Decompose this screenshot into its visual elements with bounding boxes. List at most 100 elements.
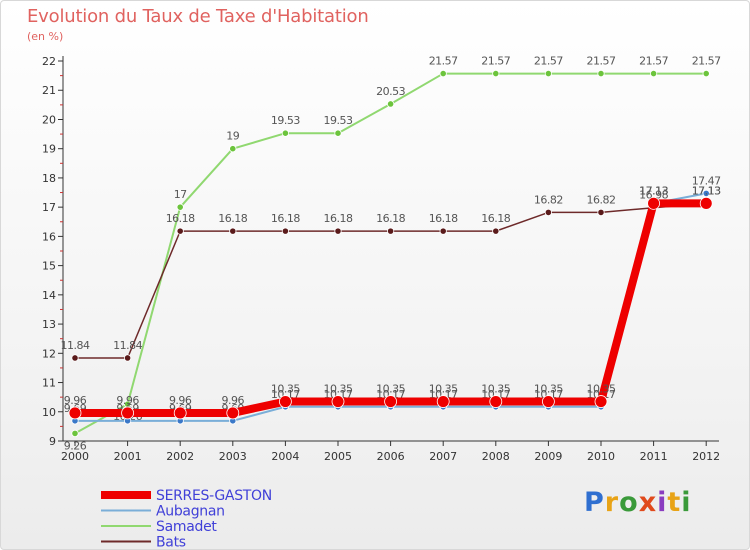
brand-logo-letter: x [638, 487, 658, 518]
data-point-serres-gaston [226, 406, 240, 420]
series-samadet: 9.2610.26171919.5319.5320.5321.5721.5721… [64, 55, 722, 453]
legend-label-bats: Bats [156, 535, 186, 550]
data-point-samadet [71, 429, 79, 437]
data-label-serres-gaston: 10.35 [429, 383, 458, 396]
x-tick-label: 2005 [324, 450, 352, 463]
y-tick-label: 22 [42, 55, 56, 68]
data-point-serres-gaston [173, 406, 187, 420]
y-tick-label: 18 [42, 172, 56, 185]
data-label-bats: 16.98 [639, 189, 668, 202]
data-point-samadet [281, 129, 289, 137]
data-label-bats: 16.18 [166, 212, 195, 225]
data-point-samadet [229, 145, 237, 153]
data-label-serres-gaston: 10.35 [271, 383, 300, 396]
data-label-samadet: 21.57 [587, 55, 616, 68]
legend-label-samadet: Samadet [156, 519, 217, 535]
brand-logo-letter: i [681, 487, 692, 518]
y-tick-label: 15 [42, 260, 56, 273]
y-tick-label: 20 [42, 113, 56, 126]
x-tick-label: 2012 [692, 450, 720, 463]
data-label-samadet: 19 [226, 130, 239, 143]
data-point-bats [176, 227, 184, 235]
data-point-serres-gaston [331, 395, 345, 408]
data-label-bats: 16.18 [376, 212, 405, 225]
data-point-serres-gaston [542, 395, 555, 408]
x-tick-label: 2004 [271, 450, 299, 463]
data-label-bats: 11.84 [61, 339, 90, 352]
y-tick-label: 14 [42, 289, 56, 302]
data-point-bats [229, 227, 237, 235]
data-point-bats [386, 227, 395, 235]
x-tick-label: 2007 [429, 450, 457, 463]
data-point-samadet [176, 203, 184, 211]
chart-title: Evolution du Taux de Taxe d'Habitation [27, 6, 369, 27]
y-tick-label: 9 [49, 435, 56, 448]
data-label-serres-gaston: 17.13 [639, 184, 668, 197]
series-serres-gaston: 9.96 9.96 9.96 9.96 10.35 10.35 10.35 10.35 10.3… [64, 184, 722, 420]
y-tick-label: 11 [42, 377, 56, 390]
data-label-bats: 16.18 [429, 212, 458, 225]
brand-logo: Proxiti [584, 487, 692, 518]
x-tick-label: 2009 [534, 450, 562, 463]
data-label-aubagnan: 17.47 [692, 174, 721, 187]
y-tick-label: 17 [42, 201, 56, 214]
data-point-samadet [597, 69, 605, 78]
data-point-aubagnan [702, 189, 710, 198]
y-tick-label: 19 [42, 143, 56, 156]
brand-logo-letter: P [584, 487, 605, 518]
data-point-bats [334, 227, 342, 235]
data-point-serres-gaston [699, 196, 713, 210]
data-label-samadet: 21.57 [534, 55, 563, 68]
data-label-samadet: 19.53 [271, 114, 300, 127]
legend-label-aubagnan: Aubagnan [156, 504, 225, 520]
data-label-aubagnan: 17.13 [639, 184, 668, 197]
y-tick-label: 21 [42, 84, 56, 97]
data-point-bats [597, 208, 605, 217]
y-tick-label: 13 [42, 318, 56, 331]
data-point-serres-gaston [384, 395, 398, 408]
data-label-serres-gaston: 10.35 [376, 383, 405, 396]
data-point-bats [492, 227, 500, 235]
data-label-bats: 16.18 [481, 212, 510, 225]
data-point-bats [544, 208, 553, 217]
data-label-samadet: 21.57 [639, 55, 668, 68]
data-label-serres-gaston: 9.96 [169, 394, 192, 407]
data-point-serres-gaston [278, 395, 292, 408]
x-tick-label: 2003 [219, 450, 247, 463]
data-label-bats: 16.82 [587, 193, 616, 206]
data-label-serres-gaston: 9.96 [222, 394, 245, 407]
brand-logo-letter: i [657, 487, 668, 518]
y-tick-label: 12 [42, 347, 56, 360]
data-point-serres-gaston [121, 406, 134, 420]
legend-label-serres-gaston: SERRES-GASTON [156, 488, 272, 504]
data-label-samadet: 19.53 [324, 114, 353, 127]
data-point-serres-gaston [594, 395, 608, 408]
data-label-serres-gaston: 10.35 [534, 383, 563, 396]
data-label-serres-gaston: 17.13 [692, 184, 721, 197]
brand-logo-letter: t [667, 487, 682, 518]
data-point-samadet [702, 69, 710, 78]
data-point-samadet [386, 100, 395, 108]
series-bats: 11.84 11.84 16.18 16.18 16.18 16.18 16.18 16.18… [61, 184, 722, 362]
x-tick-label: 2010 [587, 450, 615, 463]
data-point-serres-gaston [68, 406, 82, 420]
data-label-serres-gaston: 9.96 [116, 394, 139, 407]
data-point-serres-gaston [489, 395, 503, 408]
data-label-samadet: 17 [174, 188, 187, 201]
data-point-serres-gaston [647, 196, 660, 210]
brand-logo-letter: o [619, 487, 639, 518]
x-tick-label: 2000 [61, 450, 89, 463]
data-point-bats [124, 354, 132, 362]
data-label-serres-gaston: 10.35 [587, 383, 616, 396]
x-tick-label: 2011 [640, 450, 668, 463]
x-tick-label: 2002 [166, 450, 194, 463]
data-point-bats [439, 227, 447, 235]
y-tick-label: 10 [42, 406, 56, 419]
series-line-bats [75, 202, 707, 359]
x-tick-label: 2001 [114, 450, 142, 463]
data-point-bats [281, 227, 289, 235]
data-label-bats: 16.18 [271, 212, 300, 225]
y-tick-label: 16 [42, 230, 56, 243]
